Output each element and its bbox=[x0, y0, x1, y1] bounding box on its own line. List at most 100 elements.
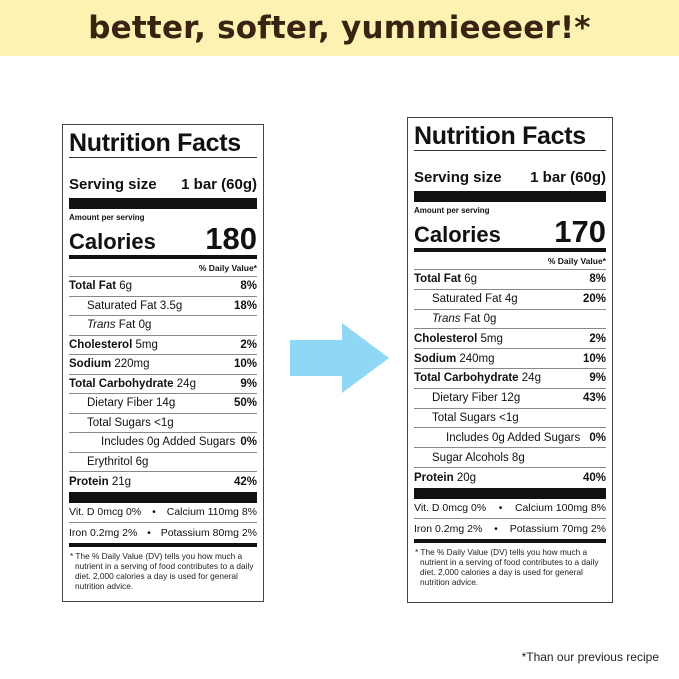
nutrient-row: Includes 0g Added Sugars 0% bbox=[69, 433, 257, 453]
nutrient-amount: 21g bbox=[111, 475, 132, 488]
micronutrients: Vit. D 0mcg 0% • Calcium 110mg 8% Iron 0… bbox=[69, 503, 257, 543]
nutrient-label: Total Sugars bbox=[87, 416, 151, 429]
calories-row: Calories 170 bbox=[414, 214, 606, 249]
nutrient-name: Total Sugars <1g bbox=[432, 412, 519, 424]
micro-separator: • bbox=[498, 502, 503, 515]
nutrient-label: Dietary Fiber bbox=[87, 397, 153, 410]
nutrient-label: Sugar Alcohols bbox=[432, 451, 509, 464]
serving-size-row: Serving size 1 bar (60g) bbox=[414, 151, 606, 191]
nutrient-label: Saturated Fat bbox=[432, 293, 502, 306]
nutrient-row: Total Sugars <1g bbox=[69, 414, 257, 433]
nutrient-amount: 220mg bbox=[114, 358, 150, 371]
nutrient-label: Saturated Fat bbox=[87, 299, 157, 312]
nutrient-label: Protein bbox=[69, 475, 109, 488]
micro-left: Iron 0.2mg 2% bbox=[414, 522, 483, 535]
nutrient-row: Sodium 220mg 10% bbox=[69, 355, 257, 375]
nutrient-amount: 240mg bbox=[459, 352, 495, 365]
nutrient-row: Total Carbohydrate 24g 9% bbox=[414, 369, 606, 389]
micro-separator: • bbox=[147, 526, 151, 539]
serving-size-value: 1 bar (60g) bbox=[181, 176, 257, 193]
nutrient-row: Dietary Fiber 14g 50% bbox=[69, 394, 257, 414]
amount-per-serving: Amount per serving bbox=[414, 206, 490, 215]
micronutrient-row: Iron 0.2mg 2% • Potassium 80mg 2% bbox=[69, 523, 257, 543]
nutrient-label: Cholesterol bbox=[414, 332, 478, 345]
nutrient-label: Sodium bbox=[414, 352, 457, 365]
divider-thick bbox=[414, 487, 606, 499]
nutrient-row: Saturated Fat 3.5g 18% bbox=[69, 297, 257, 316]
calories-value: 170 bbox=[554, 214, 606, 249]
nutrient-label: Total Sugars bbox=[432, 411, 496, 424]
daily-value-header: % Daily Value* bbox=[414, 252, 606, 270]
nutrient-label: Total Fat bbox=[414, 273, 462, 286]
nutrient-row: Total Sugars <1g bbox=[414, 409, 606, 429]
nutrient-row: Sodium 240mg 10% bbox=[414, 349, 606, 369]
dv-footnote: * The % Daily Value (DV) tells you how m… bbox=[415, 546, 599, 587]
nutrient-row: Cholesterol 5mg 2% bbox=[414, 329, 606, 350]
micronutrients: Vit. D 0mcg 0% • Calcium 100mg 8% Iron 0… bbox=[414, 499, 606, 539]
amount-per-serving: Amount per serving bbox=[69, 213, 145, 222]
nutrient-amount: 14g bbox=[156, 397, 176, 410]
nutrient-dv: 2% bbox=[589, 332, 606, 345]
nutrient-label: Fat bbox=[115, 319, 136, 332]
nutrient-name: Total Sugars <1g bbox=[87, 417, 174, 429]
calories-row: Calories 180 bbox=[69, 223, 257, 255]
nutrient-row: Protein 21g 42% bbox=[69, 472, 257, 492]
nutrient-row: Cholesterol 5mg 2% bbox=[69, 336, 257, 355]
micro-left: Vit. D 0mcg 0% bbox=[69, 506, 142, 518]
nutrient-label: Sodium bbox=[69, 358, 112, 371]
nutrient-row: Sugar Alcohols 8g bbox=[414, 448, 606, 468]
nutrient-name: Erythritol 6g bbox=[87, 456, 148, 468]
serving-size-label: Serving size bbox=[414, 169, 502, 186]
nutrient-label: Erythritol bbox=[87, 455, 133, 468]
serving-size-row: Serving size 1 bar (60g) bbox=[69, 158, 257, 198]
nutrient-italic: Trans bbox=[432, 312, 461, 325]
nutrient-name: Cholesterol 5mg bbox=[414, 333, 503, 345]
nutrient-dv: 9% bbox=[589, 372, 606, 385]
nutrient-amount: 5mg bbox=[135, 338, 158, 351]
nutrient-name: Trans Fat 0g bbox=[87, 319, 151, 331]
nutrient-amount: 8g bbox=[511, 451, 525, 464]
nutrient-amount: 0g bbox=[483, 312, 497, 325]
nutrient-name: Dietary Fiber 14g bbox=[87, 397, 175, 409]
micro-separator: • bbox=[494, 522, 498, 535]
nutrient-label: Dietary Fiber bbox=[432, 392, 498, 405]
nutrient-amount: 3.5g bbox=[159, 299, 183, 312]
nutrient-dv: 10% bbox=[233, 358, 257, 371]
nutrient-dv: 8% bbox=[240, 280, 257, 293]
nutrient-name: Total Fat 6g bbox=[69, 280, 132, 292]
nutrient-row: Dietary Fiber 12g 43% bbox=[414, 389, 606, 409]
calories-label: Calories bbox=[69, 229, 156, 254]
nutrient-row: Total Carbohydrate 24g 9% bbox=[69, 375, 257, 394]
nutrient-name: Sodium 240mg bbox=[414, 353, 495, 365]
micronutrient-row: Vit. D 0mcg 0% • Calcium 110mg 8% bbox=[69, 503, 257, 523]
nutrient-amount: 6g bbox=[464, 273, 478, 286]
nutrient-dv: 9% bbox=[240, 377, 257, 390]
micronutrient-row: Vit. D 0mcg 0% • Calcium 100mg 8% bbox=[414, 499, 606, 519]
nutrient-name: Protein 21g bbox=[69, 476, 131, 488]
micro-right: Potassium 70mg 2% bbox=[509, 522, 606, 535]
nutrition-label-new: Nutrition Facts Serving size 1 bar (60g)… bbox=[407, 117, 613, 603]
nutrient-name: Dietary Fiber 12g bbox=[432, 392, 520, 404]
nutrient-dv: 43% bbox=[582, 392, 606, 405]
divider-medium bbox=[69, 542, 257, 547]
label-title: Nutrition Facts bbox=[69, 125, 257, 158]
nutrient-row: Total Fat 6g 8% bbox=[414, 270, 606, 290]
nutrient-row: Protein 20g 40% bbox=[414, 468, 606, 488]
divider-thick bbox=[414, 191, 606, 202]
nutrient-amount: <1g bbox=[499, 411, 519, 424]
banner: better, softer, yummieeeer!* bbox=[0, 0, 679, 56]
nutrient-label: Fat bbox=[460, 312, 481, 325]
nutrient-amount: 6g bbox=[119, 280, 133, 293]
nutrient-label: Includes 0g Added Sugars bbox=[446, 431, 581, 444]
nutrient-label: Protein bbox=[414, 471, 454, 484]
divider-thick bbox=[69, 491, 257, 503]
nutrient-dv: 0% bbox=[589, 431, 606, 444]
nutrient-amount: 5mg bbox=[480, 332, 503, 345]
micro-separator: • bbox=[152, 506, 156, 518]
nutrient-row: Saturated Fat 4g 20% bbox=[414, 290, 606, 310]
nutrition-label-previous: Nutrition Facts Serving size 1 bar (60g)… bbox=[62, 124, 264, 602]
micro-right: Potassium 80mg 2% bbox=[160, 526, 257, 539]
dv-footnote: * The % Daily Value (DV) tells you how m… bbox=[70, 550, 254, 591]
micro-left: Vit. D 0mcg 0% bbox=[414, 502, 487, 515]
nutrient-name: Includes 0g Added Sugars bbox=[101, 436, 235, 448]
